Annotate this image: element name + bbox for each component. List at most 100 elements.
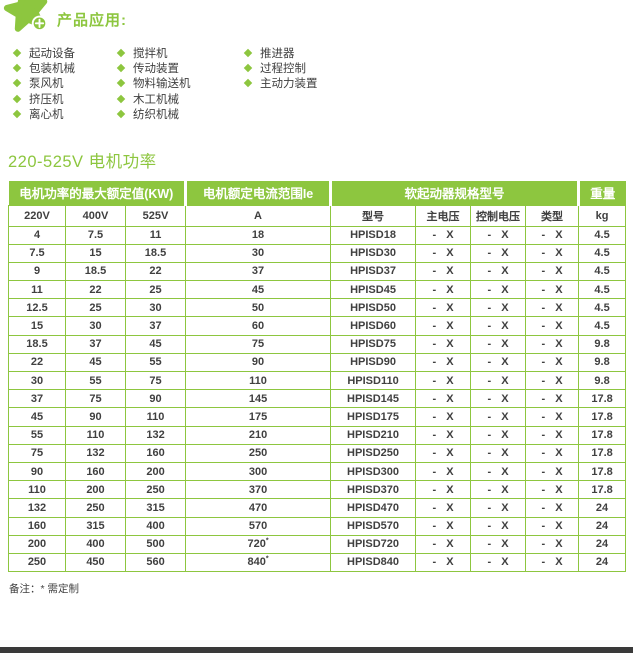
table-cell: - X <box>470 261 527 282</box>
table-cell: 132 <box>65 443 126 463</box>
table-cell: - X <box>415 389 472 409</box>
application-label: 主动力装置 <box>260 78 318 91</box>
table-cell: HPISD370 <box>330 480 417 500</box>
table-cell: - X <box>415 534 472 554</box>
table-cell: 560 <box>124 552 187 573</box>
table-row: 4 7.5 11 18 HPISD18- X- X- X 4.5 <box>8 225 627 245</box>
table-cell: 110 <box>185 370 332 391</box>
table-cell: 840* <box>185 552 332 573</box>
table-sub-header-row: 220V 400V 525V A 型号 主电压 控制电压 类型 kg <box>8 204 627 227</box>
table-cell: 90 <box>185 352 332 373</box>
table-cell: 9.8 <box>578 370 627 391</box>
application-item: 传动装置 <box>116 60 191 75</box>
table-row: 9 18.5 22 37 HPISD37- X- X- X 4.5 <box>8 261 627 282</box>
star-plus-icon <box>3 0 48 32</box>
table-cell: 18 <box>185 225 332 245</box>
table-cell: 12.5 <box>8 298 66 318</box>
table-cell: 200 <box>65 480 126 500</box>
table-cell: - X <box>525 443 580 463</box>
table-cell: 4.5 <box>578 280 627 300</box>
table-cell: - X <box>470 352 527 373</box>
application-label: 推进器 <box>260 47 295 60</box>
table-cell: - X <box>415 280 472 300</box>
table-cell: - X <box>525 407 580 427</box>
table-cell: - X <box>470 425 527 445</box>
diamond-bullet-icon <box>12 48 22 57</box>
table-cell: - X <box>525 280 580 300</box>
table-cell: 4.5 <box>578 298 627 318</box>
diamond-bullet-icon <box>12 94 22 103</box>
table-cell: - X <box>470 516 527 536</box>
table-cell: 18.5 <box>124 243 187 263</box>
applications-column-2: 搅拌机 传动装置 物料输送机 木工机械 纺织机械 <box>116 45 191 121</box>
table-cell: 30 <box>65 316 126 336</box>
table-cell: - X <box>470 280 527 300</box>
table-cell: 160 <box>65 461 126 482</box>
table-row: 160 315 400 570 HPISD570- X- X- X 24 <box>8 516 627 536</box>
table-cell: 9 <box>8 261 66 282</box>
table-cell: - X <box>525 425 580 445</box>
table-cell: 250 <box>65 498 126 518</box>
application-label: 离心机 <box>29 108 64 121</box>
table-cell: - X <box>525 225 580 245</box>
table-cell: 22 <box>8 352 66 373</box>
group-header-rated-current-range: 电机额定电流范围Ie <box>184 181 331 205</box>
table-cell: 24 <box>578 498 627 518</box>
application-item: 挤压机 <box>12 91 75 106</box>
table-cell: HPISD90 <box>330 352 417 373</box>
table-cell: HPISD45 <box>330 280 417 300</box>
applications-title: 产品应用: <box>57 12 127 29</box>
table-cell: 110 <box>124 407 187 427</box>
table-cell: - X <box>415 334 472 354</box>
table-cell: - X <box>415 461 472 482</box>
table-cell: 55 <box>65 370 126 391</box>
table-cell: - X <box>525 516 580 536</box>
table-cell: - X <box>415 498 472 518</box>
table-cell: 250 <box>8 552 66 573</box>
table-cell: 75 <box>185 334 332 354</box>
table-cell: 720* <box>185 534 332 554</box>
table-cell: 55 <box>124 352 187 373</box>
table-cell: - X <box>470 243 527 263</box>
table-cell: 200 <box>124 461 187 482</box>
table-cell: - X <box>525 480 580 500</box>
table-cell: - X <box>415 225 472 245</box>
table-cell: 250 <box>124 480 187 500</box>
table-cell: - X <box>415 425 472 445</box>
table-cell: 30 <box>124 298 187 318</box>
table-cell: 9.8 <box>578 352 627 373</box>
table-cell: - X <box>415 370 472 391</box>
table-cell: - X <box>470 552 527 573</box>
table-cell: 17.8 <box>578 407 627 427</box>
applications-column-3: 推进器 过程控制 主动力装置 <box>243 45 318 91</box>
table-cell: - X <box>525 298 580 318</box>
table-row: 22 45 55 90 HPISD90- X- X- X 9.8 <box>8 352 627 373</box>
table-cell: 55 <box>8 425 66 445</box>
column-header-220v: 220V <box>8 204 66 227</box>
table-cell: 11 <box>124 225 187 245</box>
table-cell: 370 <box>185 480 332 500</box>
table-cell: - X <box>415 552 472 573</box>
table-cell: 90 <box>124 389 187 409</box>
table-cell: 37 <box>124 316 187 336</box>
table-cell: 45 <box>185 280 332 300</box>
table-cell: 400 <box>65 534 126 554</box>
table-cell: 17.8 <box>578 425 627 445</box>
application-label: 泵风机 <box>29 78 64 91</box>
table-row: 250 450 560 840* HPISD840- X- X- X 24 <box>8 552 627 573</box>
table-cell: 500 <box>124 534 187 554</box>
table-cell: 17.8 <box>578 461 627 482</box>
table-cell: 90 <box>8 461 66 482</box>
table-cell: - X <box>525 498 580 518</box>
application-label: 挤压机 <box>29 93 64 106</box>
table-cell: 315 <box>124 498 187 518</box>
diamond-bullet-icon <box>116 94 126 103</box>
table-cell: 75 <box>8 443 66 463</box>
application-item: 推进器 <box>243 45 318 60</box>
application-label: 纺织机械 <box>133 108 179 121</box>
application-item: 包装机械 <box>12 60 75 75</box>
table-cell: 25 <box>65 298 126 318</box>
table-row: 90 160 200 300 HPISD300- X- X- X 17.8 <box>8 461 627 482</box>
table-cell: 30 <box>8 370 66 391</box>
table-cell: - X <box>470 334 527 354</box>
